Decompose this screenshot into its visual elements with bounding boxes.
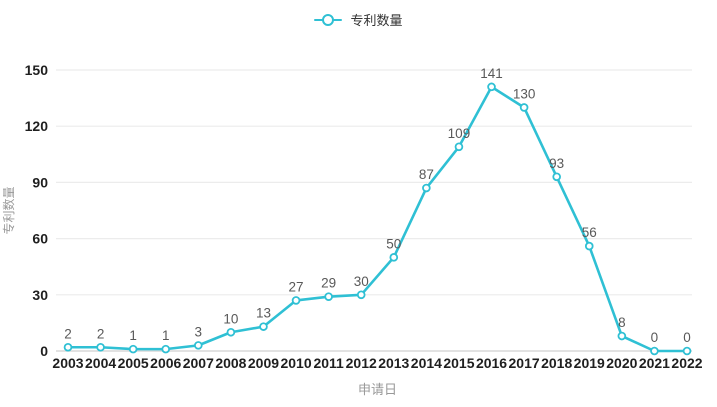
x-tick-label: 2022	[671, 355, 702, 371]
data-point-label: 50	[386, 236, 401, 251]
data-point-marker[interactable]	[552, 172, 561, 182]
data-point-marker[interactable]	[487, 82, 496, 92]
data-point-marker[interactable]	[291, 296, 301, 305]
legend-line-circle-icon	[314, 13, 343, 26]
y-tick-label: 120	[25, 118, 49, 134]
x-tick-label: 2018	[541, 355, 572, 371]
x-tick-label: 2014	[411, 355, 442, 371]
data-point-marker[interactable]	[161, 344, 171, 354]
y-tick-label: 150	[25, 62, 49, 78]
y-tick-label: 60	[32, 231, 48, 247]
data-point-marker[interactable]	[519, 103, 529, 112]
x-tick-label: 2019	[574, 355, 605, 371]
data-point-label: 130	[513, 86, 536, 101]
x-tick-label: 2008	[215, 355, 246, 371]
x-tick-label: 2003	[52, 355, 83, 371]
data-point-label: 0	[683, 330, 691, 345]
x-tick-label: 2013	[378, 355, 409, 371]
x-tick-label: 2016	[476, 355, 507, 371]
series-line	[66, 85, 689, 353]
x-tick-label: 2012	[346, 355, 377, 371]
y-tick-label: 30	[32, 287, 48, 303]
data-point-marker[interactable]	[128, 344, 138, 354]
data-point-marker[interactable]	[389, 253, 399, 262]
legend-label: 专利数量	[350, 13, 403, 28]
x-tick-label: 2009	[248, 355, 279, 371]
data-point-marker[interactable]	[259, 322, 268, 331]
data-point-marker[interactable]	[63, 342, 73, 352]
data-point-marker[interactable]	[454, 142, 464, 152]
data-point-marker[interactable]	[617, 331, 627, 341]
data-point-marker[interactable]	[226, 327, 236, 337]
data-point-label: 87	[419, 167, 434, 182]
data-point-marker[interactable]	[682, 346, 692, 356]
data-point-marker[interactable]	[324, 292, 333, 301]
legend-item[interactable]: 专利数量	[0, 10, 717, 29]
data-point-label: 93	[549, 156, 564, 171]
data-point-label: 13	[256, 306, 271, 321]
data-point-label: 1	[162, 328, 170, 343]
data-point-label: 2	[64, 326, 72, 341]
data-point-marker[interactable]	[194, 341, 203, 350]
x-tick-label: 2011	[313, 355, 344, 371]
x-tick-label: 2015	[443, 355, 474, 371]
x-tick-label: 2020	[606, 355, 637, 371]
y-tick-label: 0	[40, 343, 48, 359]
data-point-marker[interactable]	[356, 290, 366, 300]
data-point-label: 109	[448, 126, 471, 141]
data-point-label: 10	[223, 311, 238, 326]
x-tick-label: 2007	[183, 355, 214, 371]
data-point-label: 0	[651, 330, 659, 345]
legend-circle-icon	[322, 13, 335, 26]
data-point-label: 2	[97, 326, 105, 341]
data-point-label: 29	[321, 276, 336, 291]
x-tick-label: 2021	[639, 355, 670, 371]
data-point-label: 30	[354, 274, 369, 289]
x-tick-label: 2006	[150, 355, 181, 371]
data-point-label: 3	[195, 324, 203, 339]
data-point-label: 8	[618, 315, 626, 330]
x-tick-label: 2005	[118, 355, 149, 371]
data-point-label: 27	[289, 279, 304, 294]
data-point-label: 141	[480, 66, 503, 81]
x-tick-label: 2010	[280, 355, 311, 371]
x-tick-label: 2017	[509, 355, 540, 371]
x-axis-title: 申请日	[358, 382, 397, 397]
data-point-marker[interactable]	[650, 346, 659, 356]
data-point-marker[interactable]	[96, 342, 105, 352]
x-tick-label: 2004	[85, 355, 116, 371]
y-axis-title: 专利数量	[1, 186, 16, 234]
data-point-marker[interactable]	[422, 183, 431, 193]
data-point-label: 56	[582, 225, 597, 240]
data-point-marker[interactable]	[584, 241, 594, 251]
y-tick-label: 90	[32, 174, 48, 190]
data-point-label: 1	[129, 328, 137, 343]
